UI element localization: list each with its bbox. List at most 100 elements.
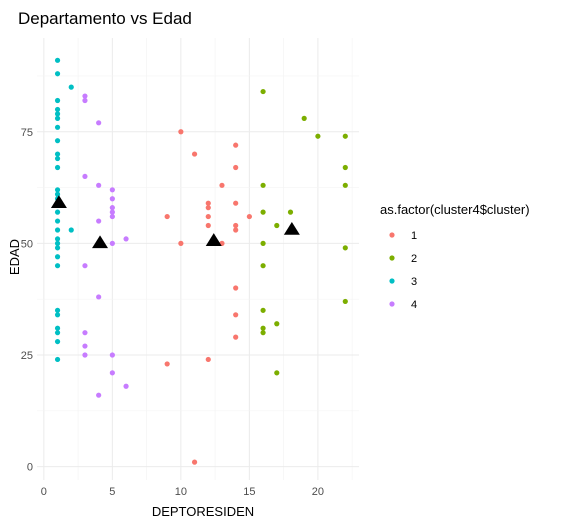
legend-key: [389, 301, 395, 307]
point-cluster-2: [342, 164, 348, 171]
point-cluster-1: [191, 151, 198, 157]
point-cluster-1: [205, 200, 211, 206]
point-cluster-4: [82, 352, 88, 358]
point-cluster-4: [96, 182, 102, 188]
point-cluster-1: [246, 213, 252, 220]
point-cluster-4: [96, 294, 102, 300]
point-cluster-1: [178, 129, 184, 135]
y-tick-label: 25: [21, 350, 33, 362]
point-cluster-4: [109, 187, 115, 193]
x-tick-label: 10: [175, 486, 187, 498]
point-cluster-3: [54, 356, 61, 363]
centroid-triangle: [50, 195, 67, 208]
point-cluster-2: [260, 307, 266, 313]
y-tick-label: 50: [21, 238, 33, 250]
point-cluster-4: [123, 236, 129, 242]
point-cluster-2: [260, 182, 266, 188]
grid-lines: [37, 38, 359, 480]
point-cluster-3: [54, 338, 61, 345]
point-cluster-3: [68, 84, 74, 90]
point-cluster-1: [164, 213, 170, 220]
point-cluster-1: [233, 200, 239, 206]
legend-key: [389, 278, 395, 284]
point-cluster-4: [82, 263, 88, 269]
point-cluster-2: [274, 222, 280, 229]
point-cluster-3: [54, 71, 61, 77]
legend-label: 2: [411, 253, 417, 265]
x-tick-label: 0: [41, 486, 47, 498]
point-cluster-2: [287, 209, 294, 215]
point-cluster-2: [342, 245, 348, 251]
point-cluster-2: [274, 370, 280, 376]
point-cluster-3: [54, 245, 61, 251]
point-cluster-1: [205, 222, 211, 229]
point-cluster-4: [109, 209, 115, 215]
point-cluster-4: [109, 196, 115, 202]
point-cluster-3: [54, 240, 61, 246]
y-tick-label: 75: [21, 127, 33, 139]
point-cluster-3: [54, 209, 61, 215]
point-cluster-4: [96, 392, 102, 398]
point-cluster-4: [82, 343, 88, 349]
centroid-triangle: [92, 235, 109, 249]
x-tick-label: 20: [312, 486, 324, 498]
point-cluster-2: [342, 182, 348, 188]
point-cluster-2: [260, 88, 266, 95]
point-cluster-4: [82, 93, 88, 99]
point-cluster-2: [342, 298, 348, 305]
legend-label: 3: [411, 276, 417, 288]
point-cluster-4: [123, 383, 129, 389]
point-cluster-2: [260, 240, 266, 246]
point-cluster-1: [205, 205, 211, 211]
point-cluster-3: [54, 263, 61, 269]
x-tick-label: 5: [109, 486, 115, 498]
point-cluster-4: [109, 213, 115, 220]
legend-label: 4: [411, 299, 417, 311]
point-cluster-3: [54, 307, 61, 313]
point-cluster-2: [342, 133, 348, 139]
y-tick-labels: 0 25 50 75: [21, 127, 33, 474]
point-cluster-1: [164, 361, 170, 367]
point-cluster-4: [82, 173, 88, 180]
y-tick-label: 0: [27, 462, 33, 474]
x-axis-label: DEPTORESIDEN: [152, 504, 254, 519]
point-cluster-2: [301, 115, 307, 121]
point-cluster-4: [109, 240, 115, 246]
x-tick-labels: 0 5 10 15 20: [41, 486, 324, 498]
point-cluster-3: [54, 106, 61, 113]
point-cluster-3: [54, 115, 61, 121]
point-cluster-2: [260, 209, 266, 215]
point-cluster-4: [96, 120, 102, 126]
point-cluster-3: [54, 227, 61, 233]
point-cluster-1: [233, 227, 239, 233]
data-points: [54, 57, 348, 465]
point-cluster-1: [205, 356, 211, 363]
point-cluster-3: [54, 236, 61, 242]
legend: as.factor(cluster4$cluster) 1 2 3 4: [380, 202, 530, 311]
point-cluster-3: [54, 111, 61, 117]
point-cluster-1: [233, 222, 239, 229]
point-cluster-3: [68, 227, 74, 233]
point-cluster-3: [54, 151, 61, 157]
point-cluster-4: [109, 352, 115, 358]
centroid-triangle: [205, 233, 222, 246]
point-cluster-3: [54, 155, 61, 162]
legend-key: [389, 255, 395, 261]
point-cluster-3: [54, 218, 61, 224]
point-cluster-4: [82, 330, 88, 336]
point-cluster-4: [82, 97, 88, 104]
point-cluster-3: [54, 187, 61, 193]
point-cluster-3: [54, 330, 61, 336]
point-cluster-3: [54, 57, 61, 63]
point-cluster-1: [219, 182, 225, 188]
point-cluster-3: [54, 325, 61, 331]
chart-title: Departamento vs Edad: [18, 9, 192, 28]
point-cluster-3: [54, 138, 61, 144]
point-cluster-1: [233, 312, 239, 318]
point-cluster-2: [315, 133, 321, 139]
point-cluster-4: [96, 218, 102, 224]
point-cluster-1: [233, 334, 239, 340]
legend-key: [389, 232, 395, 238]
point-cluster-1: [233, 164, 239, 171]
